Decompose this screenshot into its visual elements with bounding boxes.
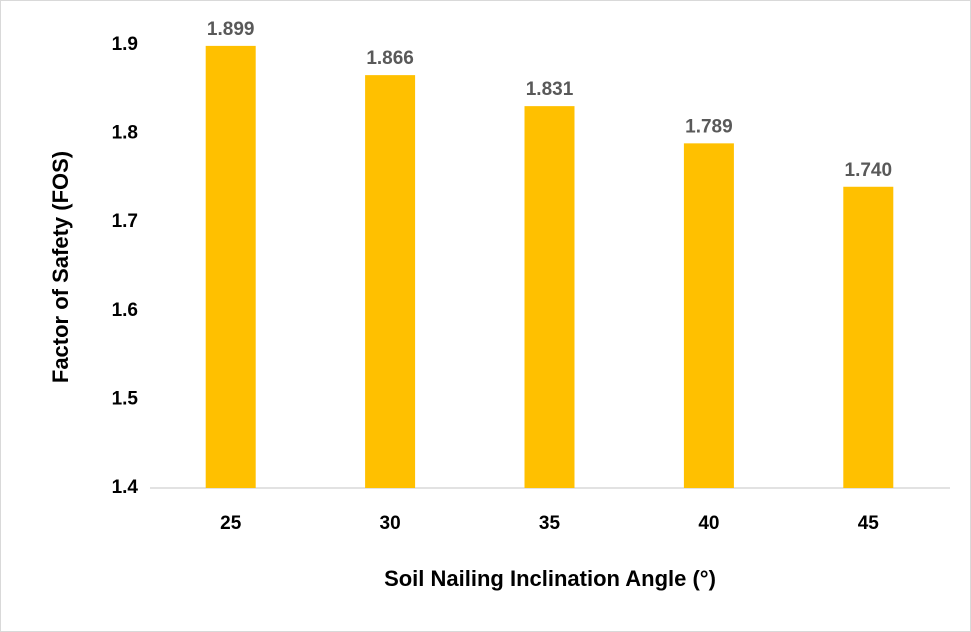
y-tick-label: 1.6 (112, 300, 138, 321)
x-tick-label: 45 (858, 513, 880, 534)
x-tick-label: 25 (220, 513, 242, 534)
x-axis-label: Soil Nailing Inclination Angle (°) (384, 566, 716, 591)
y-tick-label: 1.9 (112, 34, 138, 55)
y-axis-label: Factor of Safety (FOS) (48, 151, 73, 383)
x-tick-label: 30 (380, 513, 401, 534)
y-tick-label: 1.4 (112, 477, 139, 498)
y-tick-label: 1.8 (112, 123, 138, 144)
bar (843, 186, 894, 488)
bar (524, 106, 575, 488)
bar (683, 143, 734, 488)
value-label: 1.789 (685, 116, 733, 137)
value-label: 1.866 (366, 48, 414, 69)
x-tick-label: 40 (698, 513, 719, 534)
y-tick-label: 1.7 (112, 211, 138, 232)
x-tick-label: 35 (539, 513, 561, 534)
value-label: 1.831 (526, 79, 574, 100)
y-tick-label: 1.5 (112, 388, 139, 409)
value-label: 1.899 (207, 19, 255, 40)
bar (205, 45, 256, 489)
bar (365, 75, 416, 489)
value-label: 1.740 (845, 160, 893, 181)
